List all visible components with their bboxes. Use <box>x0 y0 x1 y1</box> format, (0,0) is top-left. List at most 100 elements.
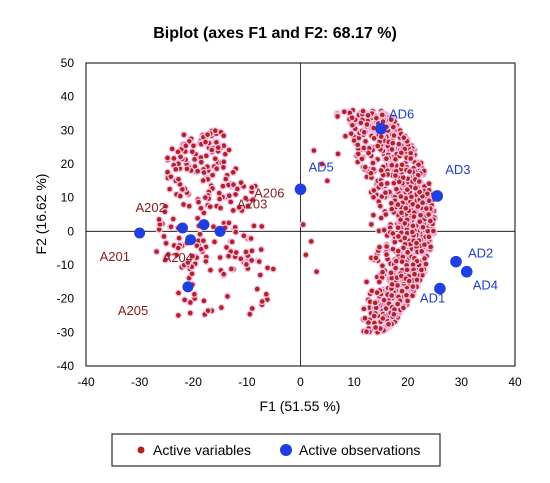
variable-point <box>362 328 371 336</box>
variable-point <box>257 246 265 254</box>
variable-point <box>420 241 429 249</box>
variable-point <box>220 132 228 140</box>
variable-point <box>174 289 183 297</box>
variable-point <box>407 154 415 163</box>
active-observations-points <box>134 122 473 295</box>
variable-label: A204 <box>163 250 193 265</box>
observation-point <box>198 219 210 231</box>
variable-point <box>381 189 390 197</box>
variable-point <box>225 219 233 227</box>
observation-point <box>434 282 446 295</box>
variable-point <box>242 260 250 269</box>
variable-point <box>172 165 180 173</box>
variable-point <box>219 182 227 190</box>
variable-point <box>357 119 365 127</box>
legend: Active variables Active observations <box>111 433 441 467</box>
observation-label: AD2 <box>468 246 493 261</box>
variable-point <box>410 213 418 221</box>
variable-point <box>414 202 422 211</box>
variable-point <box>224 252 233 260</box>
variable-point <box>391 238 399 246</box>
observation-point <box>294 183 307 196</box>
observation-point <box>185 234 197 246</box>
chart-title: Biplot (axes F1 and F2: 68.17 %) <box>153 25 397 42</box>
variable-point <box>302 251 310 259</box>
variable-point <box>391 172 400 180</box>
variable-point <box>188 148 196 156</box>
variable-point <box>387 269 395 277</box>
variable-point <box>394 232 403 241</box>
variable-point <box>401 219 409 228</box>
variable-point <box>367 169 375 177</box>
variable-point <box>167 223 175 231</box>
variable-point <box>406 167 414 176</box>
variable-point <box>394 247 402 255</box>
variable-point <box>397 192 405 201</box>
variable-point <box>163 154 172 162</box>
variable-point <box>354 150 362 158</box>
variable-point <box>232 248 240 257</box>
variable-point <box>219 163 228 172</box>
variable-point <box>400 134 408 142</box>
y-tick-label: 40 <box>61 90 75 104</box>
variable-point <box>246 310 254 318</box>
y-tick-label: -30 <box>57 325 75 339</box>
active-variables-points <box>136 106 439 336</box>
variable-point <box>174 175 183 183</box>
observation-point <box>182 281 194 293</box>
variable-point <box>427 243 435 251</box>
variable-point <box>224 181 233 189</box>
y-tick-label: -10 <box>57 258 75 272</box>
variable-point <box>307 237 315 246</box>
legend-box <box>111 433 441 467</box>
variable-point <box>211 155 219 163</box>
variable-point <box>188 270 196 278</box>
y-tick-label: 20 <box>61 157 75 171</box>
variable-point <box>359 107 367 115</box>
variable-point <box>370 312 378 320</box>
variable-point <box>388 291 396 300</box>
y-tick-label: 10 <box>61 191 75 205</box>
variable-point <box>424 227 432 235</box>
variable-point <box>354 141 362 149</box>
variable-point <box>378 111 386 119</box>
x-tick-label: 10 <box>347 375 361 389</box>
variable-point <box>389 123 397 131</box>
variable-point <box>402 204 410 212</box>
y-tick-label: -20 <box>57 292 75 306</box>
observation-point <box>450 255 462 268</box>
variable-point <box>155 225 163 234</box>
variable-point <box>256 271 264 279</box>
variable-point <box>167 173 175 181</box>
variable-point <box>222 243 231 252</box>
variable-point <box>213 165 221 173</box>
variable-point <box>197 204 205 212</box>
legend-observations-marker <box>280 444 292 456</box>
y-axis-title: F2 (16.62 %) <box>33 174 49 255</box>
variable-point <box>390 131 398 140</box>
variable-point <box>242 248 250 256</box>
variable-point <box>367 220 375 228</box>
observation-point <box>460 265 473 278</box>
variable-point <box>169 215 177 223</box>
observation-labels: AD1 AD2 AD3 AD4 AD5 AD6 <box>309 107 499 306</box>
variable-point <box>206 266 215 274</box>
variable-point <box>188 252 197 260</box>
variable-point <box>166 185 174 193</box>
variable-point <box>334 150 342 158</box>
x-tick-label: 0 <box>297 375 304 389</box>
variable-point <box>201 193 209 202</box>
variable-point <box>347 130 355 138</box>
legend-observations-label: Active observations <box>299 442 420 458</box>
variable-point <box>407 193 416 201</box>
variable-point <box>389 229 397 238</box>
variable-point <box>369 159 377 167</box>
variable-point <box>383 242 391 251</box>
variable-point <box>152 248 161 256</box>
variable-point <box>242 194 250 202</box>
variable-point <box>375 278 383 286</box>
variable-point <box>203 131 212 139</box>
variable-point <box>262 290 270 298</box>
variable-point <box>375 243 384 251</box>
